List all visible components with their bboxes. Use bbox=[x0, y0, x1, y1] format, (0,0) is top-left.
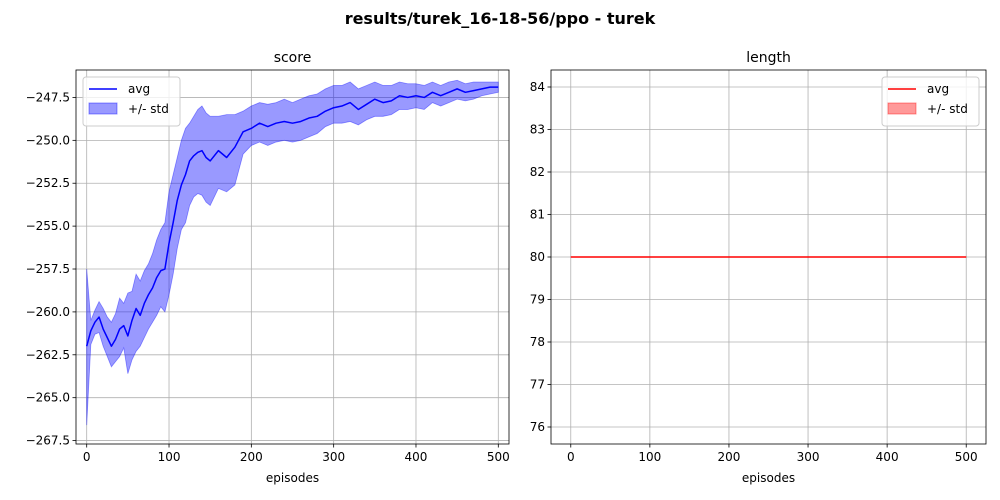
length-ytick-label-3: 79 bbox=[530, 293, 545, 307]
length-legend: avg +/- std bbox=[881, 76, 980, 127]
length-ytick-label-1: 77 bbox=[530, 378, 545, 392]
length-ytick-label-7: 83 bbox=[530, 123, 545, 137]
score-xtick-label-5: 500 bbox=[487, 450, 510, 464]
score-xlabel: episodes bbox=[266, 471, 319, 485]
score-ytick-label-5: −255.0 bbox=[26, 219, 70, 233]
score-xtick-label-2: 200 bbox=[240, 450, 263, 464]
length-xtick-label-0: 0 bbox=[567, 450, 575, 464]
score-xtick-label-4: 400 bbox=[405, 450, 428, 464]
score-ytick-label-0: −267.5 bbox=[26, 434, 70, 448]
score-ytick-label-8: −247.5 bbox=[26, 90, 70, 104]
score-xtick-label-0: 0 bbox=[83, 450, 91, 464]
length-ytick-label-8: 84 bbox=[530, 80, 545, 94]
score-legend-std-swatch bbox=[88, 102, 118, 115]
length-title: length bbox=[746, 50, 791, 66]
score-std-band bbox=[86, 79, 499, 426]
length-ytick-label-5: 81 bbox=[530, 208, 545, 222]
score-legend: avg +/- std bbox=[82, 76, 181, 127]
score-xtick-label-3: 300 bbox=[322, 450, 345, 464]
score-legend-avg-label: avg bbox=[128, 82, 150, 96]
score-legend-std-label: +/- std bbox=[128, 102, 169, 116]
length-ytick-label-2: 78 bbox=[530, 335, 545, 349]
score-ytick-label-4: −257.5 bbox=[26, 262, 70, 276]
length-ytick-label-0: 76 bbox=[530, 420, 545, 434]
score-axes-frame bbox=[75, 69, 510, 445]
score-subplot: 0 100 200 300 400 500 −267.5 −265.0 −262.5 −260.0… bbox=[26, 50, 510, 485]
score-ytick-label-2: −262.5 bbox=[26, 348, 70, 362]
score-ytick-label-1: −265.0 bbox=[26, 391, 70, 405]
length-xtick-label-4: 400 bbox=[876, 450, 899, 464]
length-xtick-label-3: 300 bbox=[797, 450, 820, 464]
length-xtick-label-2: 200 bbox=[718, 450, 741, 464]
score-title: score bbox=[274, 50, 312, 66]
length-ytick-label-6: 82 bbox=[530, 165, 545, 179]
score-ytick-label-6: −252.5 bbox=[26, 176, 70, 190]
score-ytick-label-7: −250.0 bbox=[26, 133, 70, 147]
length-legend-avg-label: avg bbox=[927, 82, 949, 96]
length-xtick-label-5: 500 bbox=[955, 450, 978, 464]
length-xlabel: episodes bbox=[742, 471, 795, 485]
score-avg-line bbox=[85, 86, 499, 347]
score-ytick-label-3: −260.0 bbox=[26, 305, 70, 319]
figure-title: results/turek_16-18-56/ppo - turek bbox=[345, 9, 656, 28]
length-legend-std-swatch bbox=[887, 102, 917, 115]
score-xtick-label-1: 100 bbox=[158, 450, 181, 464]
length-xtick-label-1: 100 bbox=[638, 450, 661, 464]
length-legend-std-label: +/- std bbox=[927, 102, 968, 116]
length-ytick-label-4: 80 bbox=[530, 250, 545, 264]
length-subplot: 0 100 200 300 400 500 76 77 78 79 80 81 82 83 84 length… bbox=[530, 50, 987, 485]
